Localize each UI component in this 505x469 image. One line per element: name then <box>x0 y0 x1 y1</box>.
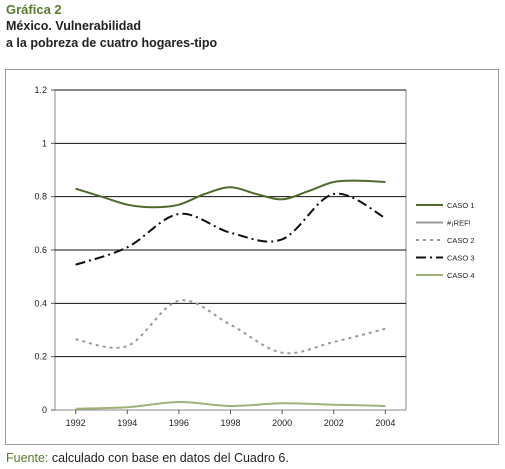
y-tick-label: 0 <box>42 405 47 415</box>
figure-label: Gráfica 2 <box>6 2 62 17</box>
x-tick-label: 1998 <box>220 418 240 428</box>
y-tick-label: 1 <box>42 138 47 148</box>
legend-label: #¡REF! <box>447 219 471 228</box>
x-tick-label: 1992 <box>66 418 86 428</box>
y-tick-label: 0.6 <box>34 245 47 255</box>
legend-label: CASO 4 <box>447 271 475 280</box>
y-tick-label: 0.8 <box>34 192 47 202</box>
legend-label: CASO 1 <box>447 201 475 210</box>
source-note: Fuente: calculado con base en datos del … <box>6 451 289 465</box>
x-tick-label: 1996 <box>169 418 189 428</box>
y-tick-label: 0.2 <box>34 352 47 362</box>
chart-title-line-2: a la pobreza de cuatro hogares-tipo <box>6 36 218 50</box>
series-line-1 <box>75 179 386 209</box>
series-line-5 <box>75 400 386 410</box>
x-tick-label: 2002 <box>324 418 344 428</box>
source-text: calculado con base en datos del Cuadro 6… <box>48 451 289 465</box>
y-tick-label: 0.4 <box>34 298 47 308</box>
x-tick-label: 1994 <box>117 418 137 428</box>
line-chart: 0 0.2 0.4 0.6 0.8 1 1.2 1992 1994 1996 1998 2000 20… <box>34 85 475 428</box>
legend: CASO 1 #¡REF! CASO 2 CASO 3 CASO 4 <box>416 201 475 280</box>
chart-frame: 0 0.2 0.4 0.6 0.8 1 1.2 1992 1994 1996 1998 2000 20… <box>5 69 499 445</box>
series-lines <box>75 179 386 410</box>
y-tick-label: 1.2 <box>34 85 47 95</box>
x-tick-label: 2000 <box>272 418 292 428</box>
series-line-4 <box>75 192 386 266</box>
x-tick-label: 2004 <box>375 418 395 428</box>
legend-label: CASO 2 <box>447 236 475 245</box>
y-axis-ticks: 0 0.2 0.4 0.6 0.8 1 1.2 <box>34 85 55 415</box>
chart-heading: Gráfica 2 México. Vulnerabilidad a la po… <box>6 1 217 52</box>
source-label: Fuente: <box>6 451 49 465</box>
chart-title-line-1: México. Vulnerabilidad <box>6 19 141 33</box>
x-axis-ticks: 1992 1994 1996 1998 2000 2002 2004 <box>66 410 395 428</box>
gridlines <box>55 89 406 358</box>
legend-label: CASO 3 <box>447 254 475 263</box>
